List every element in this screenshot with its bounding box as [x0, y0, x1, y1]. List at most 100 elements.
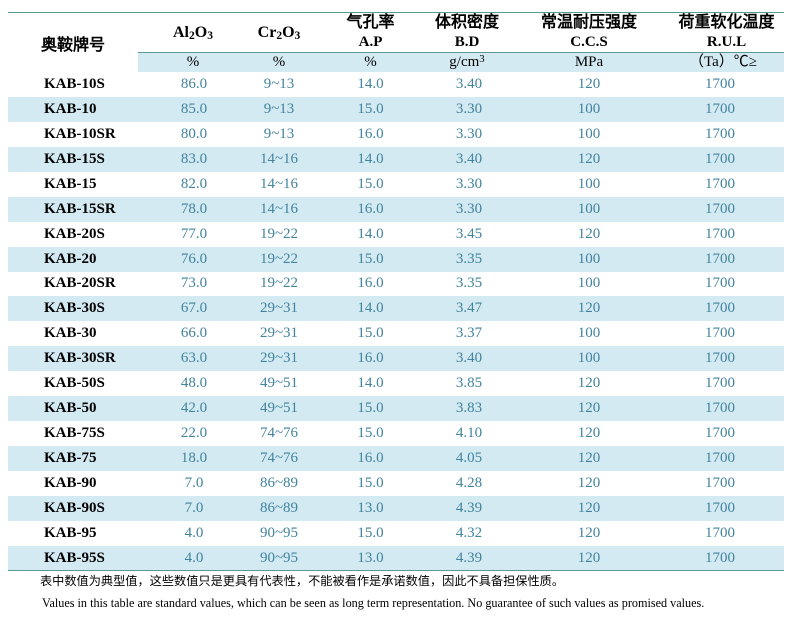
value-cell-ap: 16.0 — [357, 125, 384, 142]
value-cell-ccs: 100 — [503, 246, 675, 272]
table-row: KAB-15 82.0 14~16 15.0 3.30 100 1700 — [8, 172, 784, 197]
value-cell-bd: 3.85 — [455, 375, 483, 392]
value-cell-ap: 15.0 — [357, 325, 384, 342]
value-cell-ap: 14.0 — [357, 375, 384, 392]
value-cell-ccs: 120 — [577, 425, 601, 442]
brand-cell: KAB-20S — [44, 225, 105, 242]
value-cell-ap: 15.0 — [357, 524, 384, 541]
brand-cell: KAB-75 — [8, 446, 138, 471]
value-cell-ap: 16.0 — [310, 446, 431, 471]
value-cell-rul: 1700 — [705, 275, 735, 292]
value-cell-bd: 4.05 — [431, 446, 503, 471]
table-row: KAB-10SR 80.0 9~13 16.0 3.30 100 1700 — [8, 122, 784, 147]
column-subtitle: B.D — [454, 33, 480, 50]
value-cell-rul: 1700 — [705, 225, 735, 242]
value-cell-ccs: 120 — [503, 396, 675, 422]
value-cell-ccs: 120 — [577, 524, 601, 541]
column-header-ap: 气孔率 A.P — [310, 12, 431, 53]
value-cell-cr2o3: 9~13 — [263, 75, 295, 92]
value-cell-rul: 1700 — [675, 396, 784, 422]
column-title: 体积密度 — [434, 14, 499, 31]
value-cell-cr2o3: 14~16 — [259, 175, 299, 192]
value-cell-ccs: 120 — [503, 545, 675, 572]
table-row: KAB-30S 67.0 29~31 14.0 3.47 120 1700 — [8, 296, 784, 322]
value-cell-rul: 1700 — [675, 346, 784, 372]
value-cell-ap: 14.0 — [357, 75, 384, 92]
table-row: KAB-15SR 78.0 14~16 16.0 3.30 100 1700 — [8, 196, 784, 222]
brand-cell: KAB-50 — [8, 396, 138, 422]
value-cell-al2o3: 67.0 — [138, 296, 248, 322]
value-cell-cr2o3: 49~51 — [259, 375, 299, 392]
value-cell-al2o3: 78.0 — [138, 196, 248, 222]
value-cell-bd: 3.40 — [431, 146, 503, 172]
value-cell-ap: 14.0 — [310, 296, 431, 322]
value-cell-rul: 1700 — [705, 75, 735, 92]
value-cell-rul: 1700 — [705, 524, 735, 541]
value-cell-rul: 1700 — [675, 246, 784, 272]
brand-cell: KAB-15SR — [8, 196, 138, 222]
brand-cell: KAB-95 — [44, 524, 97, 541]
value-cell-al2o3: 7.0 — [138, 495, 248, 521]
value-cell-ap: 16.0 — [310, 346, 431, 372]
value-cell-al2o3: 80.0 — [180, 125, 208, 142]
value-cell-al2o3: 18.0 — [138, 446, 248, 471]
value-cell-ccs: 120 — [503, 296, 675, 322]
value-cell-rul: 1700 — [705, 325, 735, 342]
units-row: % % % g/cm3 MPa （Ta）℃≥ — [8, 52, 784, 72]
value-cell-ccs: 120 — [577, 75, 601, 92]
value-cell-al2o3: 82.0 — [180, 175, 208, 192]
value-cell-ap: 16.0 — [310, 196, 431, 222]
unit-cell-al2o3: % — [138, 52, 248, 72]
value-cell-bd: 4.32 — [455, 524, 483, 541]
brand-cell: KAB-30 — [44, 325, 97, 342]
value-cell-bd: 3.30 — [431, 96, 503, 122]
value-cell-ccs: 120 — [577, 375, 601, 392]
value-cell-al2o3: 22.0 — [180, 425, 208, 442]
table-row: KAB-95S 4.0 90~95 13.0 4.39 120 1700 — [8, 545, 784, 572]
table-row: KAB-20S 77.0 19~22 14.0 3.45 120 1700 — [8, 222, 784, 247]
value-cell-al2o3: 77.0 — [180, 225, 208, 242]
brand-cell: KAB-10S — [44, 75, 105, 92]
unit-cell-ccs: MPa — [503, 52, 675, 72]
value-cell-cr2o3: 86~89 — [248, 495, 310, 521]
value-cell-al2o3: 86.0 — [180, 75, 208, 92]
brand-cell: KAB-15 — [44, 175, 97, 192]
value-cell-cr2o3: 29~31 — [259, 325, 299, 342]
value-cell-al2o3: 4.0 — [184, 524, 204, 541]
value-cell-bd: 4.39 — [431, 545, 503, 572]
value-cell-rul: 1700 — [675, 446, 784, 471]
value-cell-al2o3: 83.0 — [138, 146, 248, 172]
value-cell-ap: 13.0 — [310, 545, 431, 572]
brand-cell: KAB-95S — [8, 545, 138, 572]
table-row: KAB-10S 86.0 9~13 14.0 3.40 120 1700 — [8, 72, 784, 97]
value-cell-rul: 1700 — [705, 125, 735, 142]
value-cell-rul: 1700 — [705, 175, 735, 192]
value-cell-rul: 1700 — [675, 545, 784, 572]
value-cell-al2o3: 42.0 — [138, 396, 248, 422]
unit-cell-cr2o3: % — [248, 52, 310, 72]
brand-cell: KAB-30S — [8, 296, 138, 322]
value-cell-cr2o3: 9~13 — [248, 96, 310, 122]
value-cell-rul: 1700 — [675, 296, 784, 322]
value-cell-ccs: 100 — [577, 325, 601, 342]
value-cell-ccs: 100 — [503, 196, 675, 222]
value-cell-cr2o3: 19~22 — [248, 246, 310, 272]
value-cell-bd: 3.35 — [455, 275, 483, 292]
brand-cell: KAB-10SR — [44, 125, 116, 142]
column-title: Al2O3 — [173, 23, 213, 43]
column-title: 气孔率 — [346, 14, 395, 31]
unit-cell-bd: g/cm3 — [431, 52, 503, 72]
column-title: Cr2O3 — [257, 23, 301, 43]
table-row: KAB-90 7.0 86~89 15.0 4.28 120 1700 — [8, 471, 784, 496]
value-cell-al2o3: 85.0 — [138, 96, 248, 122]
table-row: KAB-75S 22.0 74~76 15.0 4.10 120 1700 — [8, 421, 784, 446]
column-header-bd: 体积密度 B.D — [431, 12, 503, 53]
value-cell-cr2o3: 49~51 — [248, 396, 310, 422]
value-cell-cr2o3: 19~22 — [259, 225, 299, 242]
value-cell-ap: 15.0 — [357, 425, 384, 442]
brand-cell: KAB-15S — [8, 146, 138, 172]
value-cell-ccs: 120 — [577, 474, 601, 491]
table-row: KAB-90S 7.0 86~89 13.0 4.39 120 1700 — [8, 495, 784, 521]
table-row: KAB-30SR 63.0 29~31 16.0 3.40 100 1700 — [8, 346, 784, 372]
table-row: KAB-20SR 73.0 19~22 16.0 3.35 100 1700 — [8, 272, 784, 297]
